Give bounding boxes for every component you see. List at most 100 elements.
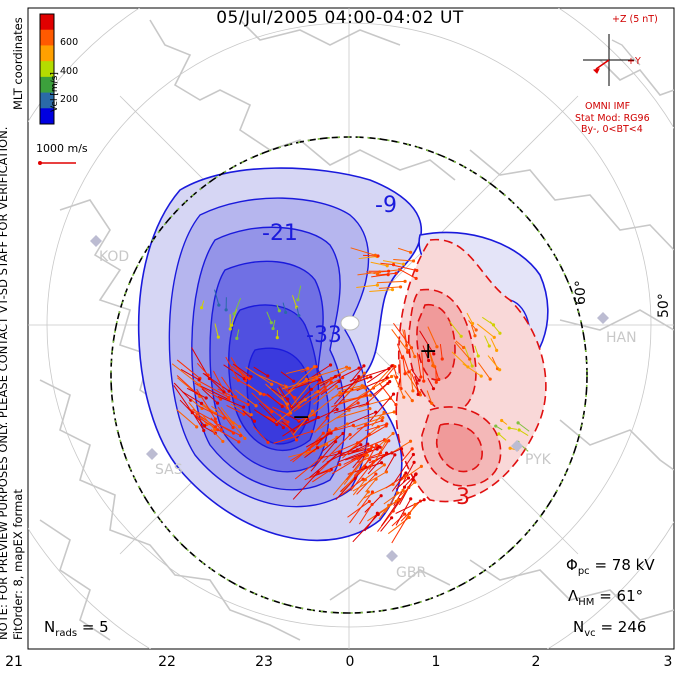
velocity-vector-origin bbox=[362, 371, 366, 375]
velocity-vector bbox=[221, 376, 236, 398]
velocity-vector bbox=[481, 316, 494, 326]
velocity-vector-origin bbox=[258, 392, 262, 396]
velocity-vector bbox=[402, 462, 415, 483]
velocity-vector-origin bbox=[293, 396, 297, 400]
velocity-vector-origin bbox=[195, 425, 199, 429]
velocity-vector bbox=[181, 391, 202, 404]
velocity-vector-origin bbox=[431, 387, 436, 391]
velocity-vector bbox=[233, 297, 242, 315]
velocity-vector bbox=[422, 345, 430, 361]
velocity-vector-origin bbox=[221, 439, 225, 444]
velocity-vector-origin bbox=[363, 386, 367, 390]
colorbar-segment bbox=[40, 14, 54, 31]
velocity-vector bbox=[272, 406, 289, 416]
velocity-vector-origin bbox=[410, 447, 414, 451]
colorbar-border bbox=[39, 13, 55, 125]
velocity-vector-origin bbox=[230, 323, 234, 327]
velocity-vector bbox=[255, 373, 287, 388]
velocity-vector bbox=[380, 366, 396, 384]
velocity-vector-origin bbox=[203, 424, 207, 428]
velocity-vector-origin bbox=[275, 422, 279, 427]
velocity-vector bbox=[427, 377, 434, 389]
velocity-vector bbox=[350, 365, 365, 383]
velocity-vector-origin bbox=[401, 488, 405, 492]
potential-min-mark: − bbox=[292, 405, 310, 430]
velocity-vector bbox=[415, 381, 419, 395]
velocity-vector bbox=[196, 388, 216, 420]
velocity-vector bbox=[345, 448, 378, 461]
velocity-vector bbox=[340, 387, 366, 394]
velocity-vector bbox=[351, 443, 369, 453]
velocity-vector bbox=[176, 409, 197, 428]
velocity-vector bbox=[399, 359, 402, 389]
velocity-vector bbox=[376, 280, 406, 284]
velocity-vector-origin bbox=[403, 372, 407, 376]
velocity-vector bbox=[391, 513, 406, 527]
velocity-vector-origin bbox=[492, 335, 496, 339]
velocity-vector bbox=[378, 382, 397, 405]
velocity-vector bbox=[312, 470, 330, 483]
velocity-vector-origin bbox=[395, 375, 399, 379]
velocity-vector-origin bbox=[199, 401, 204, 405]
velocity-vector-origin bbox=[500, 418, 504, 423]
velocity-vector bbox=[232, 365, 247, 378]
velocity-vector-origin bbox=[402, 485, 407, 489]
velocity-vector bbox=[356, 420, 383, 430]
velocity-vector-origin bbox=[310, 429, 314, 433]
velocity-vector-origin bbox=[440, 357, 444, 361]
velocity-vector bbox=[358, 376, 392, 398]
velocity-vector-origin bbox=[413, 480, 417, 484]
velocity-vector bbox=[333, 403, 368, 414]
colorbar-title: Vel [m/s] bbox=[50, 72, 60, 112]
velocity-vector bbox=[304, 447, 318, 459]
velocity-vector-origin bbox=[364, 423, 368, 427]
velocity-vector bbox=[409, 344, 416, 357]
velocity-vector bbox=[356, 473, 377, 495]
velocity-vector-origin bbox=[213, 417, 217, 421]
velocity-vector-origin bbox=[239, 433, 243, 438]
colorbar-segment bbox=[40, 45, 54, 62]
velocity-vector bbox=[366, 271, 378, 275]
velocity-vector-origin bbox=[391, 392, 396, 396]
velocity-vector-origin bbox=[366, 442, 370, 446]
velocity-vector-origin bbox=[337, 450, 342, 454]
velocity-vector bbox=[410, 368, 420, 381]
velocity-vector-origin bbox=[215, 401, 220, 405]
velocity-vector-origin bbox=[378, 451, 383, 455]
velocity-vector bbox=[391, 513, 410, 544]
velocity-vector bbox=[226, 404, 245, 415]
velocity-vector bbox=[202, 415, 216, 430]
velocity-vector-origin bbox=[471, 321, 475, 326]
velocity-vector-origin bbox=[434, 380, 438, 384]
velocity-vector bbox=[335, 478, 356, 501]
velocity-vector-origin bbox=[270, 382, 274, 386]
velocity-vector-origin bbox=[368, 407, 372, 411]
velocity-vector bbox=[235, 389, 257, 407]
velocity-vector-origin bbox=[359, 443, 363, 447]
velocity-vector-origin bbox=[321, 431, 325, 435]
velocity-vector bbox=[326, 444, 362, 463]
velocity-vector-origin bbox=[392, 410, 396, 414]
velocity-vector-origin bbox=[275, 336, 279, 340]
velocity-vector-origin bbox=[241, 405, 246, 409]
velocity-vector bbox=[384, 454, 396, 473]
velocity-vector-origin bbox=[362, 364, 366, 368]
velocity-vector bbox=[356, 284, 378, 288]
velocity-vector bbox=[218, 429, 240, 443]
velocity-vector-origin bbox=[406, 350, 410, 354]
velocity-vector-origin bbox=[204, 396, 208, 400]
velocity-vector-origin bbox=[427, 358, 431, 363]
velocity-vector bbox=[309, 451, 340, 479]
velocity-vector-origin bbox=[468, 357, 472, 361]
velocity-vector-origin bbox=[247, 377, 252, 381]
velocity-vector-origin bbox=[344, 365, 349, 369]
velocity-vector-origin bbox=[491, 323, 496, 327]
velocity-vector bbox=[193, 414, 218, 431]
velocity-vector-origin bbox=[238, 425, 242, 429]
velocity-vector bbox=[404, 474, 416, 487]
velocity-vector bbox=[380, 517, 393, 532]
velocity-vector-origin bbox=[517, 428, 521, 432]
velocity-vector bbox=[484, 335, 490, 347]
velocity-vector bbox=[179, 399, 206, 427]
velocity-vector bbox=[251, 392, 273, 413]
